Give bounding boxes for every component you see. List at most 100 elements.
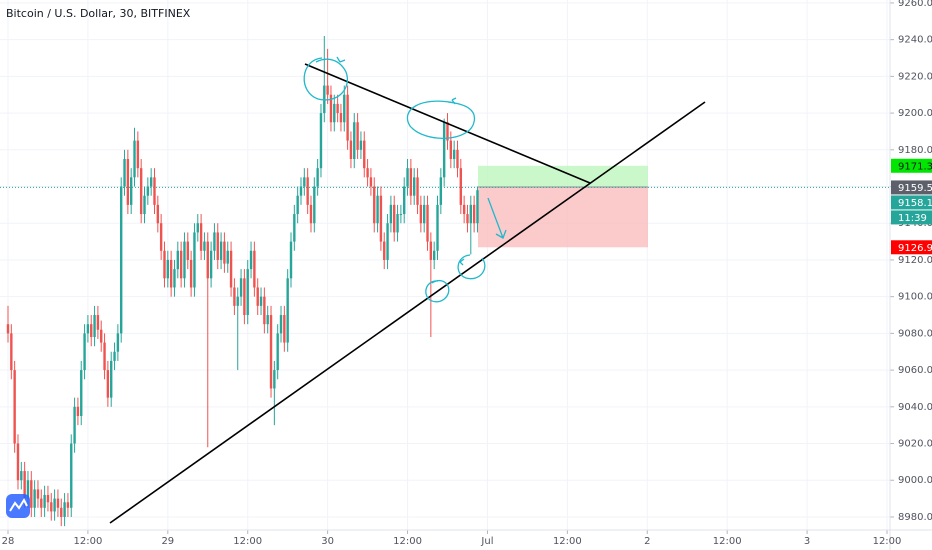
candle-body	[163, 250, 166, 279]
candle-body	[63, 502, 66, 517]
candle-body	[56, 498, 60, 508]
candle-body	[246, 269, 249, 316]
candle-body	[439, 177, 443, 205]
candle-body	[383, 241, 386, 260]
candle-body	[283, 315, 286, 343]
candle-body	[399, 214, 403, 216]
profit-zone	[478, 165, 648, 187]
candle-body	[436, 204, 439, 251]
candle-body	[336, 103, 339, 114]
y-tick-label: 9180.0	[898, 145, 932, 156]
x-tick-label: 12:00	[233, 536, 262, 547]
candle-body	[299, 186, 303, 196]
candle-body	[46, 494, 50, 503]
candle-body	[273, 370, 276, 389]
x-tick-label: 2	[644, 536, 650, 547]
candle-body	[309, 204, 313, 224]
candle-body	[353, 122, 356, 159]
candle-body	[403, 186, 406, 215]
price-label-box	[891, 195, 932, 210]
candle-body	[10, 333, 13, 371]
candle-body	[20, 471, 23, 481]
candle-body	[306, 177, 309, 205]
candle-body	[369, 177, 373, 187]
candle-body	[203, 241, 206, 251]
candle-body	[183, 241, 186, 279]
candle-body	[173, 269, 176, 288]
candle-body	[33, 489, 36, 508]
candle-body	[73, 406, 76, 444]
candle-body	[30, 480, 33, 508]
candle-body	[446, 122, 449, 141]
candle-body	[396, 214, 399, 233]
candle-body	[113, 351, 116, 361]
candle-body	[426, 204, 429, 242]
loss-zone	[478, 187, 648, 248]
price-label: 9158.1	[898, 198, 932, 209]
candle-body	[313, 186, 316, 224]
candle-body	[449, 140, 453, 159]
countdown-label: 11:39	[898, 213, 927, 224]
chart-title: Bitcoin / U.S. Dollar, 30, BITFINEX	[6, 7, 191, 20]
candle-body	[146, 186, 150, 196]
candle-body	[243, 278, 246, 316]
annotation-circle	[303, 57, 348, 101]
annotation-tick	[451, 97, 457, 105]
price-label-box	[891, 158, 932, 173]
candle-body	[286, 278, 289, 343]
candle-body	[429, 241, 433, 260]
candle-body	[199, 223, 203, 251]
candle-body	[386, 223, 389, 260]
x-tick-label: Jul	[480, 536, 493, 547]
candle-body	[123, 158, 126, 187]
candle-body	[422, 204, 426, 224]
candle-body	[239, 278, 243, 297]
candle-body	[139, 168, 143, 215]
candle-body	[169, 259, 173, 288]
candle-body	[266, 315, 269, 325]
candle-body	[193, 232, 196, 288]
candle-body	[189, 259, 193, 288]
candle-body	[289, 241, 293, 279]
candle-body	[60, 507, 63, 517]
candle-body	[186, 241, 189, 260]
candle-body	[219, 241, 223, 260]
y-tick-label: 9100.0	[898, 292, 932, 303]
candle-body	[296, 195, 299, 215]
candle-body	[442, 122, 446, 178]
candle-body	[326, 85, 329, 95]
candle-body	[136, 140, 140, 169]
y-tick-label: 9040.0	[898, 402, 932, 413]
candle-body	[416, 177, 419, 205]
x-tick-label: 12:00	[553, 536, 582, 547]
candle-body	[196, 223, 199, 233]
candle-body	[40, 498, 43, 508]
candle-body	[176, 250, 180, 270]
price-label: 9171.3	[898, 161, 932, 172]
countdown-label-box	[891, 210, 932, 225]
grid	[0, 0, 894, 534]
candle-body	[249, 250, 253, 270]
candle-body	[276, 333, 279, 371]
candle-body	[303, 177, 306, 187]
candle-body	[70, 443, 73, 508]
candle-body	[153, 177, 156, 205]
candle-body	[126, 158, 130, 205]
candle-body	[90, 324, 93, 338]
y-tick-label: 9020.0	[898, 439, 932, 450]
candle-body	[359, 140, 363, 150]
candle-body	[93, 315, 96, 338]
candle-body	[379, 195, 383, 242]
candle-body	[269, 315, 273, 389]
candle-body	[432, 250, 436, 260]
annotation-tick	[336, 56, 346, 63]
zones	[0, 165, 890, 248]
annotation-arrow	[487, 197, 507, 239]
candle-body	[393, 204, 396, 233]
candles	[6, 35, 479, 527]
x-tick-label: 3	[804, 536, 810, 547]
candle-body	[110, 360, 113, 398]
candle-body	[456, 149, 459, 169]
